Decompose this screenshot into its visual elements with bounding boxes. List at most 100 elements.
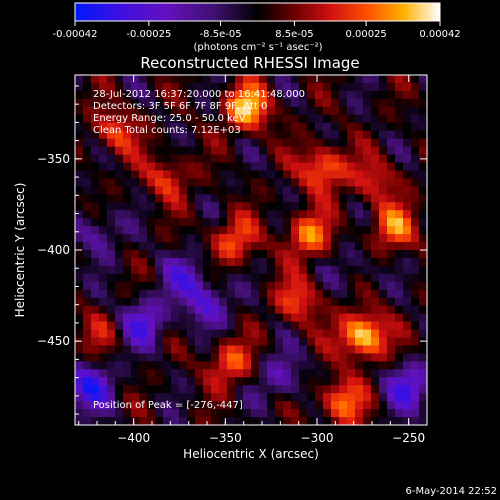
heatmap-cell — [395, 393, 404, 402]
heatmap-cell — [339, 305, 348, 315]
heatmap-cell — [267, 130, 276, 140]
heatmap-cell — [147, 281, 156, 291]
heatmap-cell — [251, 361, 260, 370]
heatmap-cell — [419, 122, 428, 132]
heatmap-cell — [243, 178, 252, 187]
heatmap-cell — [147, 234, 156, 243]
heatmap-cell — [123, 186, 132, 195]
heatmap-cell — [283, 321, 292, 331]
heatmap-cell — [187, 337, 196, 347]
heatmap-cell — [115, 337, 124, 347]
heatmap-cell — [115, 281, 124, 291]
heatmap-cell — [267, 122, 276, 132]
heatmap-cell — [259, 257, 268, 267]
heatmap-cell — [371, 154, 380, 164]
heatmap-cell — [91, 385, 100, 394]
heatmap-cell — [147, 265, 156, 275]
heatmap-cell — [347, 409, 356, 418]
heatmap-cell — [251, 385, 260, 394]
heatmap-cell — [323, 353, 332, 362]
heatmap-cell — [331, 401, 340, 410]
heatmap-cell — [411, 377, 420, 386]
heatmap-cell — [251, 146, 260, 156]
heatmap-cell — [307, 417, 316, 426]
heatmap-cell — [195, 90, 204, 100]
heatmap-cell — [155, 178, 164, 187]
heatmap-cell — [211, 218, 220, 227]
heatmap-cell — [99, 202, 108, 211]
heatmap-cell — [243, 90, 252, 100]
heatmap-cell — [251, 409, 260, 418]
heatmap-cell — [291, 401, 300, 410]
heatmap-cell — [131, 417, 140, 426]
heatmap-cell — [171, 393, 180, 402]
heatmap-cell — [339, 226, 348, 235]
heatmap-cell — [179, 90, 188, 100]
heatmap-cell — [187, 130, 196, 140]
heatmap-cell — [195, 257, 204, 267]
heatmap-cell — [331, 138, 340, 148]
heatmap-cell — [187, 138, 196, 148]
heatmap-cell — [331, 75, 340, 84]
heatmap-cell — [371, 401, 380, 410]
heatmap-cell — [227, 417, 236, 426]
heatmap-cell — [331, 234, 340, 243]
heatmap-cell — [139, 90, 148, 100]
heatmap-cell — [155, 369, 164, 378]
heatmap-cell — [299, 218, 308, 227]
heatmap-cell — [355, 369, 364, 378]
heatmap-cell — [411, 369, 420, 378]
heatmap-cell — [347, 194, 356, 203]
heatmap-cell — [307, 361, 316, 370]
heatmap-cell — [339, 122, 348, 132]
heatmap-cell — [163, 377, 172, 386]
heatmap-cell — [147, 409, 156, 418]
heatmap-cell — [419, 242, 428, 251]
heatmap-cell — [347, 82, 356, 92]
heatmap-cell — [347, 401, 356, 410]
heatmap-cell — [243, 297, 252, 307]
heatmap-cell — [211, 154, 220, 164]
heatmap-cell — [363, 393, 372, 402]
heatmap-cell — [147, 337, 156, 347]
heatmap-cell — [235, 393, 244, 402]
heatmap-cell — [267, 75, 276, 84]
heatmap-cell — [299, 257, 308, 267]
heatmap-cell — [219, 178, 228, 187]
heatmap-cell — [163, 369, 172, 378]
heatmap-cell — [131, 393, 140, 402]
heatmap-cell — [275, 345, 284, 355]
heatmap-cell — [179, 353, 188, 362]
heatmap-cell — [131, 345, 140, 355]
heatmap-cell — [107, 385, 116, 394]
heatmap-cell — [123, 210, 132, 219]
heatmap-cell — [347, 186, 356, 195]
heatmap-cell — [387, 82, 396, 92]
heatmap-cell — [131, 313, 140, 323]
heatmap-cell — [323, 218, 332, 227]
heatmap-cell — [83, 90, 92, 100]
heatmap-cell — [123, 114, 132, 124]
heatmap-cell — [267, 257, 276, 267]
heatmap-cell — [315, 361, 324, 370]
heatmap-cell — [235, 146, 244, 156]
heatmap-cell — [411, 289, 420, 299]
heatmap-cell — [387, 90, 396, 100]
heatmap-cell — [195, 106, 204, 116]
heatmap-cell — [163, 194, 172, 203]
heatmap-cell — [315, 178, 324, 187]
heatmap-cell — [155, 345, 164, 355]
heatmap-cell — [99, 257, 108, 267]
heatmap-cell — [203, 106, 212, 116]
heatmap-cell — [99, 162, 108, 172]
heatmap-cell — [179, 281, 188, 291]
heatmap-cell — [195, 75, 204, 84]
heatmap-cell — [227, 106, 236, 116]
heatmap-cell — [259, 385, 268, 394]
heatmap-cell — [387, 297, 396, 307]
heatmap-cell — [147, 98, 156, 108]
heatmap-cell — [99, 353, 108, 362]
heatmap-cell — [291, 130, 300, 140]
heatmap-cell — [139, 234, 148, 243]
heatmap-cell — [355, 329, 364, 339]
